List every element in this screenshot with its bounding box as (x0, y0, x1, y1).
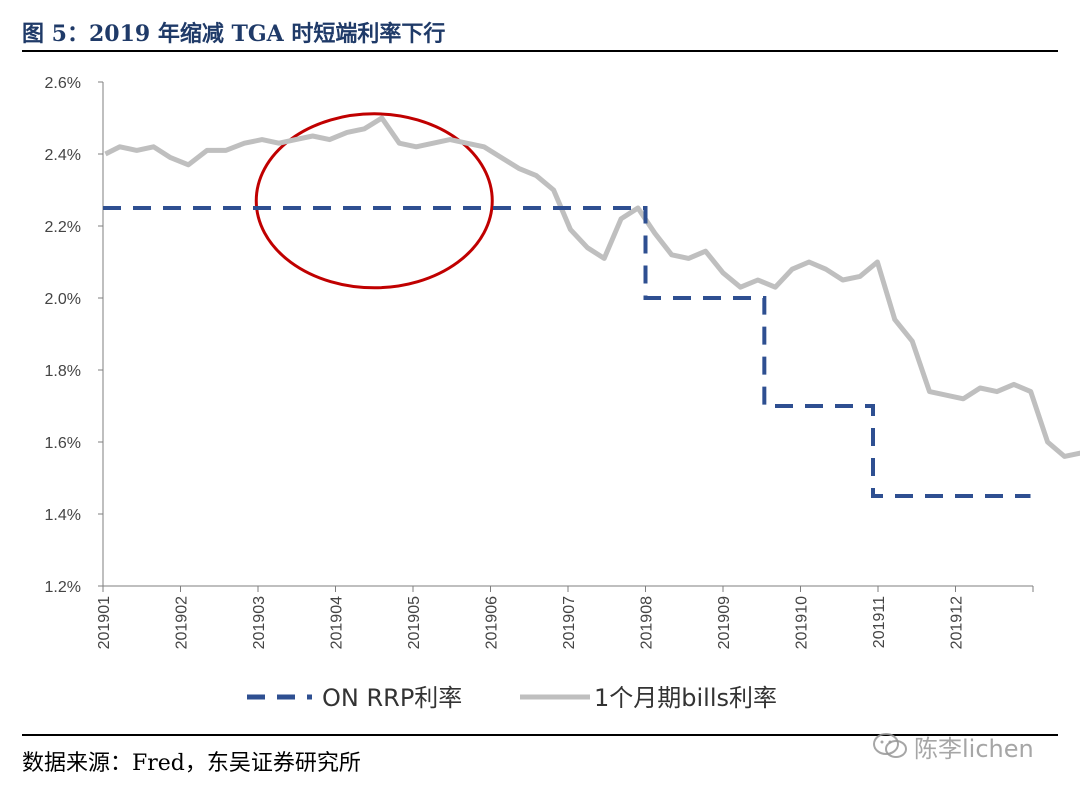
title-divider (22, 50, 1058, 52)
x-tick-label: 201901 (96, 596, 113, 649)
x-tick-label: 201909 (716, 596, 733, 649)
x-tick-label: 201912 (949, 596, 966, 649)
legend-label-bills: 1个月期bills利率 (594, 684, 777, 712)
y-tick-label: 2.2% (45, 219, 81, 236)
y-tick-label: 1.6% (45, 435, 81, 452)
x-tick-label: 201902 (174, 596, 191, 649)
watermark-text: 陈李lichen (914, 734, 1034, 763)
annotation-ellipse (254, 112, 494, 290)
legend-label-rrp: ON RRP利率 (322, 684, 462, 712)
y-tick-label: 1.8% (45, 363, 81, 380)
x-tick-label: 201908 (639, 596, 656, 649)
chart-legend: ON RRP利率 1个月期bills利率 (247, 684, 777, 712)
wechat-icon (873, 733, 907, 758)
chart-axes: 1.2% 1.4% 1.6% 1.8% 2.0% 2.2% 2.4% 2.6% 201901 20… (45, 75, 1034, 649)
y-tick-label: 1.4% (45, 507, 81, 524)
x-tick-label: 201907 (561, 596, 578, 649)
x-tick-label: 201904 (329, 596, 346, 649)
y-tick-label: 2.0% (45, 291, 81, 308)
x-tick-label: 201903 (251, 596, 268, 649)
y-tick-label: 1.2% (45, 579, 81, 596)
source-divider (22, 734, 1058, 736)
chart-series-layer (103, 115, 1080, 498)
series-line-bills (104, 115, 1080, 459)
x-tick-label: 201905 (406, 596, 423, 649)
x-tick-label: 201911 (871, 596, 888, 648)
chart-annotation-layer (254, 112, 494, 290)
y-tick-label: 2.4% (45, 147, 81, 164)
x-tick-label: 201910 (794, 596, 811, 649)
y-tick-label: 2.6% (45, 75, 81, 92)
series-line-rrp (103, 206, 1031, 498)
watermark: 陈李lichen (872, 728, 1034, 764)
x-tick-label: 201906 (484, 596, 501, 649)
chart-title: 图 5：2019 年缩减 TGA 时短端利率下行 (22, 21, 446, 47)
source-note: 数据来源：Fred，东吴证券研究所 (22, 751, 361, 776)
